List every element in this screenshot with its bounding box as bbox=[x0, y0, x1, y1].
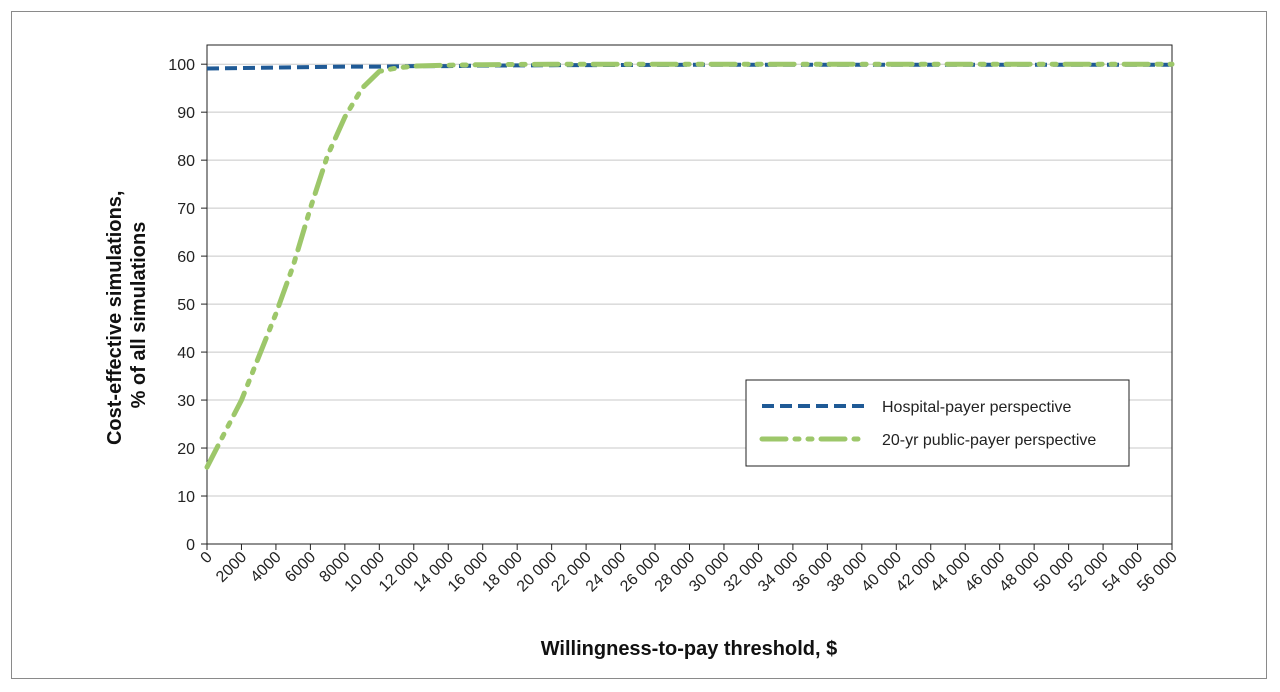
legend-label-hospital-payer: Hospital-payer perspective bbox=[882, 399, 1072, 416]
legend: Hospital-payer perspective 20-yr public-… bbox=[745, 379, 1130, 467]
y-axis-title-line-2: % of all simulations bbox=[128, 222, 150, 409]
x-axis-title: Willingness-to-pay threshold, $ bbox=[541, 638, 838, 660]
legend-box bbox=[745, 379, 1130, 467]
y-tick-label: 0 bbox=[186, 537, 195, 554]
x-tick-label: 2000 bbox=[213, 549, 250, 586]
y-tick-label: 30 bbox=[177, 393, 195, 410]
y-tick-label: 70 bbox=[177, 201, 195, 218]
figure-frame bbox=[11, 11, 1267, 679]
x-tick-label: 0 bbox=[198, 549, 216, 567]
x-tick-label: 4000 bbox=[248, 549, 285, 586]
y-axis-title: Cost-effective simulations, % of all sim… bbox=[104, 185, 150, 445]
y-tick-label: 100 bbox=[168, 57, 195, 74]
y-axis-title-line-1: Cost-effective simulations, bbox=[104, 191, 126, 446]
y-tick-label: 60 bbox=[177, 249, 195, 266]
y-tick-label: 10 bbox=[177, 489, 195, 506]
y-tick-label: 90 bbox=[177, 105, 195, 122]
y-tick-label: 80 bbox=[177, 153, 195, 170]
series-lines bbox=[204, 61, 1175, 470]
y-tick-label: 40 bbox=[177, 345, 195, 362]
y-tick-label: 50 bbox=[177, 297, 195, 314]
series-public-payer-line bbox=[204, 61, 1175, 470]
x-tick-label: 6000 bbox=[282, 549, 319, 586]
plot-area bbox=[206, 44, 1173, 545]
y-tick-label: 20 bbox=[177, 441, 195, 458]
y-axis-ticks: 0 10 20 30 40 50 60 70 80 90 100 bbox=[168, 57, 207, 554]
legend-label-public-payer: 20-yr public-payer perspective bbox=[882, 432, 1096, 449]
